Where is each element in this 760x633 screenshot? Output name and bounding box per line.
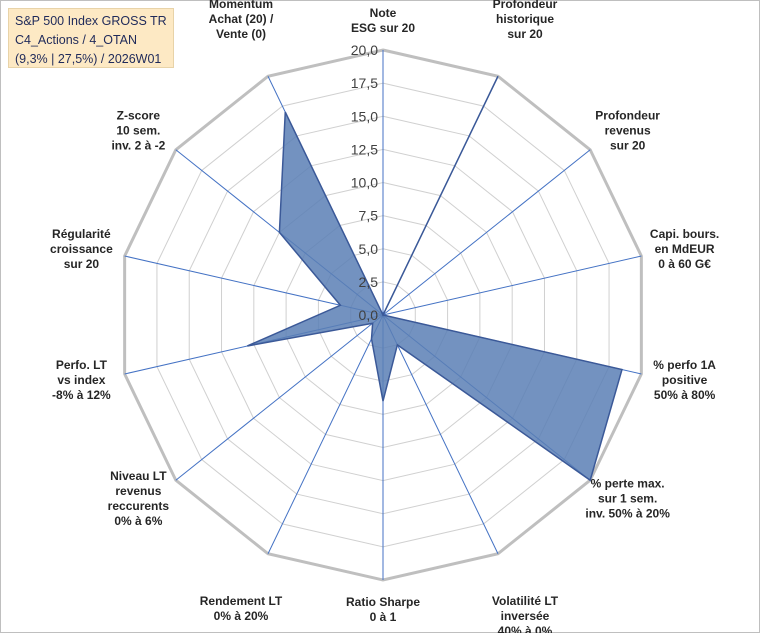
axis-label-2-line-1: revenus <box>605 124 651 138</box>
tick-label-8: 20,0 <box>351 42 378 58</box>
axis-label-9: Niveau LT revenus reccurents 0% à 6% <box>108 469 170 528</box>
title-line-2: C4_Actions / 4_OTAN <box>15 33 138 47</box>
axis-spoke-9 <box>175 314 384 481</box>
axis-label-2-line-0: Profondeur <box>595 109 660 123</box>
axis-label-6-line-2: 40% à 0% <box>498 624 553 633</box>
axis-label-10-line-2: -8% à 12% <box>52 388 111 402</box>
axis-label-11-line-1: croissance <box>50 242 113 256</box>
axis-label-13-line-1: Achat (20) / <box>209 12 274 26</box>
axis-label-9-line-0: Niveau LT <box>110 469 167 483</box>
tick-label-4: 10,0 <box>351 175 378 191</box>
axis-label-5-line-2: inv. 50% à 20% <box>585 506 670 520</box>
title-line-1: S&P 500 Index GROSS TR <box>15 14 167 28</box>
axis-label-10: Perfo. LT vs index -8% à 12% <box>52 358 111 402</box>
axis-label-13-line-0: Momentum <box>209 0 273 11</box>
axis-label-10-line-1: vs index <box>57 373 105 387</box>
axis-label-13: Momentum Achat (20) / Vente (0) <box>209 0 274 41</box>
axis-label-11: Régularité croissance sur 20 <box>50 227 113 271</box>
axis-label-1: Profondeur historique sur 20 <box>493 0 558 41</box>
axis-label-8-line-1: 0% à 20% <box>214 609 269 623</box>
axis-label-5-line-1: sur 1 sem. <box>598 491 657 505</box>
axis-label-0-line-0: Note <box>370 6 397 20</box>
axis-label-13-line-2: Vente (0) <box>216 27 266 41</box>
axis-label-1-line-1: historique <box>496 12 554 26</box>
axis-label-4: % perfo 1A positive 50% à 80% <box>653 358 716 402</box>
axis-label-12-line-2: inv. 2 à -2 <box>111 139 165 153</box>
axis-label-6: Volatilité LT inversée 40% à 0% <box>492 594 559 633</box>
axis-spoke-6 <box>382 314 499 554</box>
axis-label-3-line-2: 0 à 60 G€ <box>658 257 711 271</box>
series-area-0 <box>247 75 623 482</box>
tick-label-0: 0,0 <box>359 307 379 323</box>
axis-label-11-line-2: sur 20 <box>64 257 100 271</box>
axis-label-10-line-0: Perfo. LT <box>56 358 108 372</box>
axis-label-12: Z-score 10 sem. inv. 2 à -2 <box>111 109 165 153</box>
axis-label-7-line-1: 0 à 1 <box>370 610 397 624</box>
axis-label-12-line-1: 10 sem. <box>116 124 160 138</box>
tick-label-2: 5,0 <box>359 241 379 257</box>
axis-label-6-line-1: inversée <box>501 609 550 623</box>
axis-label-7: Ratio Sharpe 0 à 1 <box>346 595 420 624</box>
title-line-3: (9,3% | 27,5%) / 2026W01 <box>15 52 162 66</box>
axis-label-0-line-1: ESG sur 20 <box>351 21 415 35</box>
axis-spoke-8 <box>267 314 384 554</box>
axis-spoke-2 <box>382 149 591 316</box>
tick-label-6: 15,0 <box>351 108 378 124</box>
chart-title-box: S&P 500 Index GROSS TR C4_Actions / 4_OT… <box>8 8 174 68</box>
axis-label-12-line-0: Z-score <box>117 109 161 123</box>
axis-label-1-line-2: sur 20 <box>507 27 543 41</box>
axis-label-3: Capi. bours. en MdEUR 0 à 60 G€ <box>650 227 719 271</box>
axis-label-9-line-1: revenus <box>115 484 161 498</box>
axis-label-4-line-2: 50% à 80% <box>654 388 716 402</box>
axis-label-3-line-1: en MdEUR <box>655 242 715 256</box>
axis-label-1-line-0: Profondeur <box>493 0 558 11</box>
axis-label-8: Rendement LT 0% à 20% <box>200 594 283 623</box>
axis-label-8-line-0: Rendement LT <box>200 594 283 608</box>
tick-label-3: 7,5 <box>359 208 379 224</box>
tick-label-5: 12,5 <box>351 141 378 157</box>
axis-label-5-line-0: % perte max. <box>591 476 665 490</box>
axis-label-11-line-0: Régularité <box>52 227 111 241</box>
axis-label-6-line-0: Volatilité LT <box>492 594 559 608</box>
axis-label-4-line-0: % perfo 1A <box>653 358 716 372</box>
tick-label-7: 17,5 <box>351 75 378 91</box>
axis-label-7-line-0: Ratio Sharpe <box>346 595 420 609</box>
axis-label-2-line-2: sur 20 <box>610 139 646 153</box>
axis-label-4-line-1: positive <box>662 373 708 387</box>
tick-label-1: 2,5 <box>359 274 379 290</box>
axis-label-5: % perte max. sur 1 sem. inv. 50% à 20% <box>585 476 670 520</box>
axis-label-0: Note ESG sur 20 <box>351 6 415 35</box>
axis-label-2: Profondeur revenus sur 20 <box>595 109 660 153</box>
axis-label-9-line-2: reccurents <box>108 499 170 513</box>
axis-spoke-3 <box>382 255 642 316</box>
axis-label-9-line-3: 0% à 6% <box>114 514 162 528</box>
axis-label-3-line-0: Capi. bours. <box>650 227 719 241</box>
